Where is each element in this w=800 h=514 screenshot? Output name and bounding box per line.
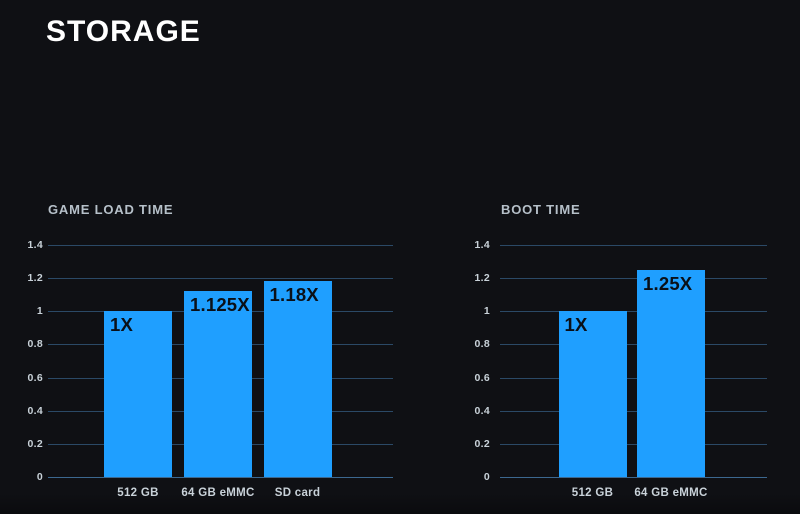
y-axis-tick-label: 0 xyxy=(36,471,43,483)
y-axis-labels: 1.4 1.2 1 0.8 0.6 0.4 0.2 0 xyxy=(447,239,490,483)
y-axis-labels: 1.4 1.2 1 0.8 0.6 0.4 0.2 0 xyxy=(0,239,43,483)
gridline xyxy=(500,311,767,312)
y-axis-tick-label: 1.4 xyxy=(474,239,490,251)
plot-area: 1X 1.125X 1.18X xyxy=(48,245,393,478)
y-axis-tick-label: 0.4 xyxy=(474,404,490,417)
y-axis-tick-label: 0.8 xyxy=(474,338,490,351)
gridline xyxy=(500,278,767,279)
y-axis-tick-label: 1.2 xyxy=(474,272,490,285)
y-axis-tick-label: 0.6 xyxy=(27,371,43,384)
x-axis-baseline xyxy=(48,477,393,478)
y-axis-tick-label: 1 xyxy=(36,305,43,318)
x-axis-category-label: SD card xyxy=(274,487,321,499)
bar-value-label: 1.18X xyxy=(269,284,319,306)
bar-value-label: 1X xyxy=(110,314,134,336)
bar-512-gb: 1X xyxy=(104,311,172,477)
y-axis-tick-label: 0.8 xyxy=(27,338,43,351)
bar-value-label: 1.125X xyxy=(190,293,250,315)
bar-sd-card: 1.18X xyxy=(263,281,332,477)
y-axis-tick-label: 0.2 xyxy=(27,437,43,450)
x-axis-labels: 512 GB 64 GB eMMC SD card xyxy=(48,486,393,502)
y-axis-tick-label: 0.6 xyxy=(474,371,490,384)
x-axis-labels: 512 GB 64 GB eMMC xyxy=(500,486,767,502)
page-title: STORAGE xyxy=(46,15,201,48)
gridline xyxy=(500,378,767,379)
x-axis-category-label: 64 GB eMMC xyxy=(634,487,708,499)
x-axis-category-label: 512 GB xyxy=(117,487,159,499)
x-axis-category-label: 512 GB xyxy=(571,487,614,499)
plot-area: 1X 1.25X xyxy=(500,245,767,478)
gridline xyxy=(500,411,767,412)
y-axis-tick-label: 1.2 xyxy=(27,272,43,285)
bar-512-gb: 1X xyxy=(558,311,627,477)
y-axis-tick-label: 1.4 xyxy=(27,239,43,251)
chart-title-game-load-time: GAME LOAD TIME xyxy=(48,202,174,217)
gridline xyxy=(48,278,393,279)
y-axis-tick-label: 0 xyxy=(483,471,490,483)
gridline xyxy=(500,444,767,445)
y-axis-tick-label: 0.2 xyxy=(474,437,490,450)
bar-64-gb-emmc: 1.125X xyxy=(184,290,252,477)
gridline xyxy=(48,245,393,246)
x-axis-baseline xyxy=(500,477,767,478)
y-axis-tick-label: 1 xyxy=(483,305,490,318)
y-axis-tick-label: 0.4 xyxy=(27,404,43,417)
bar-64-gb-emmc: 1.25X xyxy=(637,269,705,477)
bar-value-label: 1.25X xyxy=(643,272,693,294)
chart-title-boot-time: BOOT TIME xyxy=(501,202,581,217)
gridline xyxy=(500,245,767,246)
x-axis-category-label: 64 GB eMMC xyxy=(181,487,255,499)
gridline xyxy=(500,344,767,345)
bar-value-label: 1X xyxy=(564,314,588,336)
